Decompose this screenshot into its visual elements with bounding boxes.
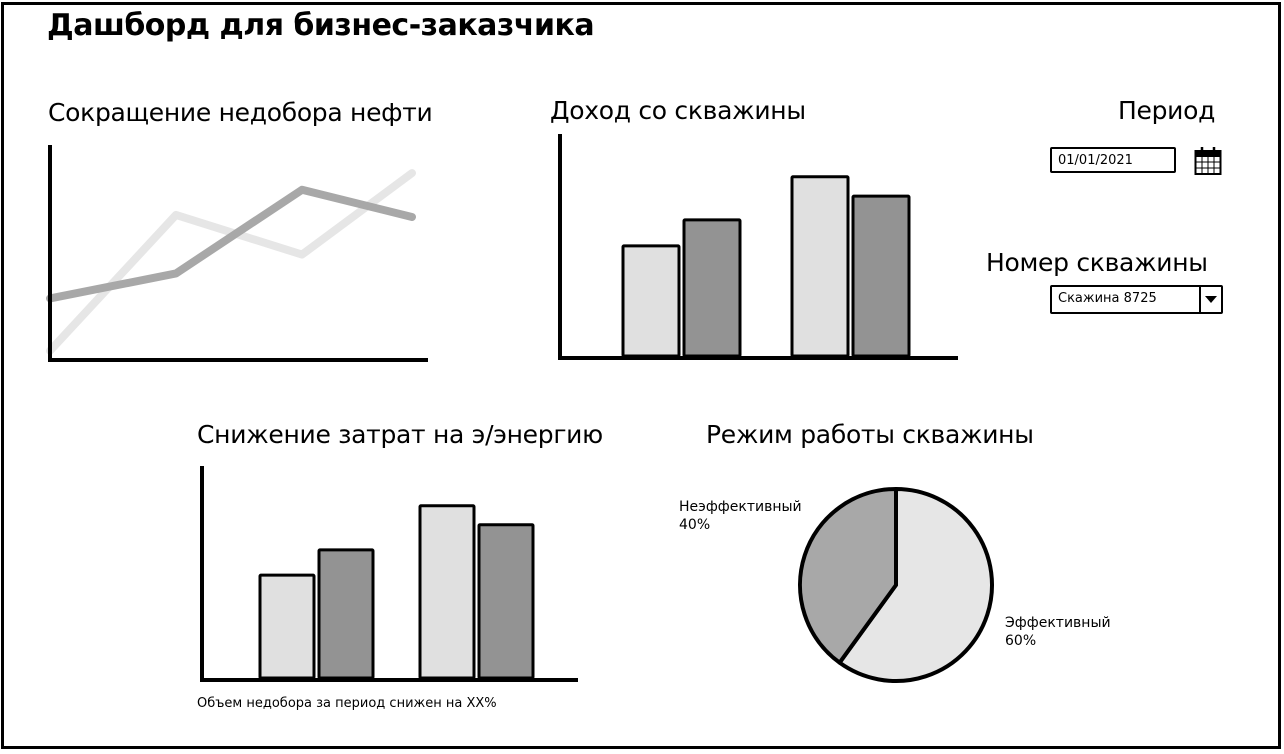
pie-label-efficient-value: 60% (1005, 633, 1037, 649)
well-number-value: Скажина 8725 (1058, 291, 1157, 306)
pie-slice-2 (798, 487, 898, 665)
pie-label-inefficient-name: Неэффективный (679, 499, 802, 515)
income-chart-title: Доход со скважины (550, 96, 806, 125)
pie-label-efficient: Эффективный 60% (1005, 614, 1111, 650)
pie-label-efficient-name: Эффективный (1005, 615, 1111, 631)
chevron-down-icon[interactable] (1199, 287, 1221, 312)
energy-chart-note: Объем недобора за период снижен на XX% (197, 696, 497, 711)
page-title: Дашборд для бизнес-заказчика (47, 8, 595, 43)
oil-line-series-1 (46, 185, 416, 303)
well-number-label: Номер скважины (986, 248, 1208, 277)
pie-slice-1 (837, 487, 994, 683)
mode-chart-title: Режим работы скважины (706, 420, 1034, 449)
period-date-input[interactable] (1050, 147, 1176, 173)
period-label: Период (1118, 96, 1216, 125)
energy-chart-title: Снижение затрат на э/энергию (197, 420, 603, 449)
pie-label-inefficient-value: 40% (679, 517, 711, 533)
calendar-icon[interactable] (1194, 146, 1222, 176)
oil-chart-title: Сокращение недобора нефти (48, 98, 433, 127)
well-number-select[interactable]: Скажина 8725 (1050, 285, 1223, 314)
pie-label-inefficient: Неэффективный 40% (679, 498, 802, 534)
